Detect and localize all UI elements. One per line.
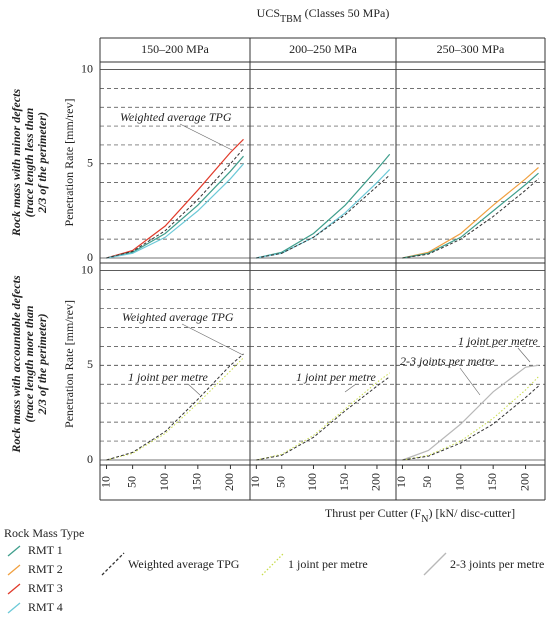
legend-label: RMT 2	[28, 562, 63, 576]
x-tick-label: 150	[190, 473, 204, 491]
y-tick-label: 5	[87, 357, 93, 371]
y-tick-label: 10	[81, 262, 93, 276]
legend-swatch	[7, 602, 21, 614]
series-line	[106, 148, 244, 259]
annotation-arrow	[179, 123, 233, 151]
y-tick-label: 5	[87, 156, 93, 170]
legend-label: RMT 1	[28, 543, 63, 557]
series-line	[256, 376, 390, 461]
annotation: 1 joint per metre	[128, 370, 209, 384]
annotation: Weighted average TPG	[120, 110, 232, 124]
annotation: 1 joint per metre	[296, 370, 377, 384]
x-tick-label: 150	[337, 473, 351, 491]
x-axis-label-part: ) [kN/ disc-cutter]	[428, 506, 515, 520]
x-axis-label-part: N	[421, 514, 428, 525]
series-line	[402, 172, 539, 259]
series-line	[106, 353, 244, 461]
series-line	[402, 385, 539, 461]
y-tick-label: 10	[81, 61, 93, 75]
annotation: 2-3 joints per metre	[400, 354, 495, 368]
x-tick-label: 10	[248, 476, 262, 488]
legend-label: 2-3 joints per metre	[450, 557, 544, 571]
figure-title-part: TBM	[280, 14, 302, 25]
y-axis-label: Penetration Rate [mm/rev]	[62, 300, 76, 428]
column-header: 200–250 MPa	[289, 42, 357, 56]
annotation: 1 joint per metre	[458, 334, 539, 348]
annotation-arrow	[517, 347, 531, 363]
x-tick-label: 50	[273, 476, 287, 488]
series-line	[106, 357, 244, 461]
series-line	[402, 167, 539, 259]
x-axis-label: Thrust per Cutter (FN) [kN/ disc-cutter]	[325, 506, 515, 525]
legend-swatch	[101, 552, 125, 576]
x-tick-label: 50	[420, 476, 434, 488]
column-header: 250–300 MPa	[437, 42, 505, 56]
annotation: Weighted average TPG	[122, 310, 234, 324]
legend-label: Weighted average TPG	[128, 557, 240, 571]
x-tick-label: 10	[394, 476, 408, 488]
annotation-arrow	[187, 383, 201, 396]
row-label: Rock mass with accountable defects	[9, 275, 23, 454]
series-line	[402, 178, 539, 259]
x-tick-label: 50	[124, 476, 138, 488]
y-axis-label: Penetration Rate [mm/rev]	[62, 99, 76, 227]
x-tick-label: 10	[98, 476, 112, 488]
annotation-arrow	[181, 323, 244, 356]
x-tick-label: 200	[222, 473, 236, 491]
x-tick-label: 100	[453, 473, 467, 491]
y-tick-label: 0	[87, 250, 93, 264]
x-tick-label: 100	[305, 473, 319, 491]
legend-swatch	[261, 552, 285, 576]
column-header: 150–200 MPa	[141, 42, 209, 56]
row-label: (trace length more than	[22, 305, 36, 422]
series-line	[256, 174, 391, 259]
figure-title-part: (Classes 50 MPa)	[302, 6, 390, 20]
series-line	[106, 163, 244, 259]
legend-label: 1 joint per metre	[288, 557, 368, 571]
row-label: 2/3 of the perimeter)	[35, 314, 49, 416]
row-label: Rock mass with minor defects	[9, 89, 23, 238]
series-line	[402, 364, 539, 461]
series-line	[256, 372, 390, 461]
annotation-arrow	[344, 383, 357, 393]
series-line	[402, 376, 539, 461]
row-label: (trace length less than	[22, 107, 36, 217]
legend-label: RMT 3	[28, 581, 63, 595]
figure-title-part: UCS	[257, 6, 280, 20]
row-label: 2/3 of the perimeter)	[35, 112, 49, 214]
legend-title: Rock Mass Type	[4, 526, 84, 540]
series-line	[106, 138, 244, 259]
x-tick-label: 200	[517, 473, 531, 491]
x-tick-label: 100	[157, 473, 171, 491]
x-tick-label: 150	[485, 473, 499, 491]
series-line	[256, 153, 391, 259]
figure-title: UCSTBM (Classes 50 MPa)	[257, 6, 390, 25]
legend-swatch	[423, 552, 447, 576]
legend-label: RMT 4	[28, 600, 63, 614]
legend-swatch	[7, 545, 21, 557]
series-line	[106, 155, 244, 259]
annotation-arrow	[459, 367, 481, 396]
x-axis-label-part: Thrust per Cutter (F	[325, 506, 422, 520]
y-tick-label: 0	[87, 452, 93, 466]
x-tick-label: 200	[369, 473, 383, 491]
legend-swatch	[7, 564, 21, 576]
legend-swatch	[7, 583, 21, 595]
